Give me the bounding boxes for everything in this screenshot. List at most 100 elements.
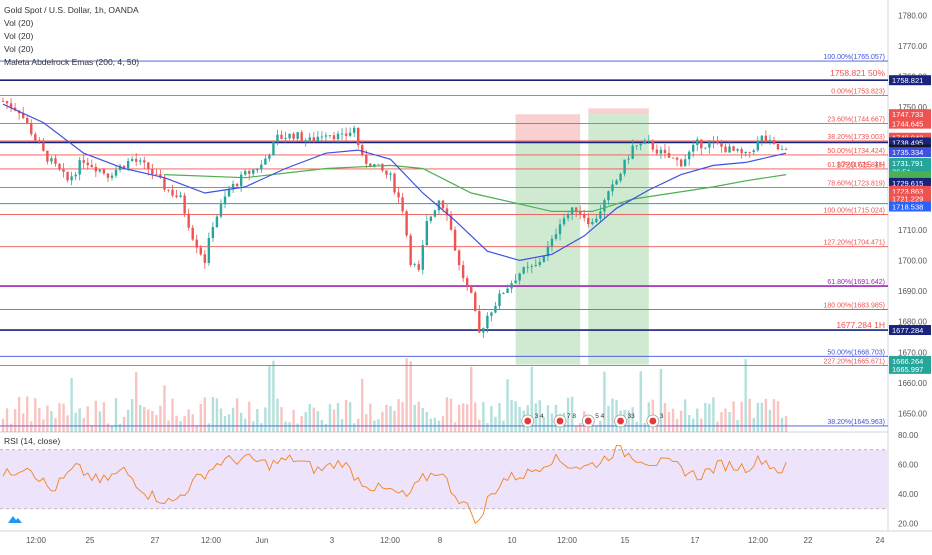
candle-body	[357, 127, 360, 146]
level-label: 23.60%(1744.667)	[827, 117, 885, 124]
volume-bar	[260, 423, 263, 432]
volume-bar	[183, 416, 186, 432]
candle-body	[46, 150, 49, 162]
candle-body	[514, 280, 517, 284]
candle-body	[603, 200, 606, 212]
indicator-vol-1[interactable]: Vol (20)	[4, 18, 34, 28]
volume-bar	[716, 421, 719, 432]
volume-bar	[453, 422, 457, 432]
volume-bar	[595, 425, 598, 432]
candle-body	[498, 293, 501, 307]
volume-bar	[139, 404, 142, 432]
volume-bar	[328, 404, 332, 432]
price-tag-text: 1729.615	[892, 179, 923, 188]
volume-bar	[772, 399, 776, 432]
volume-bar	[704, 402, 707, 432]
candle-body	[397, 192, 400, 198]
y-tick-label: 1680.00	[898, 318, 927, 327]
volume-bar	[151, 410, 154, 432]
candle-body	[163, 177, 166, 190]
candle-body	[393, 173, 396, 193]
candle-body	[599, 211, 602, 219]
volume-bar	[365, 414, 368, 432]
volume-bar	[13, 409, 17, 432]
y-tick-label: 1670.00	[898, 348, 927, 357]
volume-bar	[98, 411, 102, 432]
price-tag-text: 1718.538	[892, 203, 923, 212]
volume-bar	[538, 400, 542, 432]
symbol-title[interactable]: Gold Spot / U.S. Dollar, 1h, OANDA	[4, 5, 139, 15]
level-note: 1758.821 50%	[830, 68, 885, 78]
y-tick-label: 1700.00	[898, 256, 927, 265]
candle-body	[336, 133, 340, 140]
volume-bar	[9, 423, 13, 432]
volume-bar	[78, 408, 81, 432]
event-badge-flag	[649, 417, 657, 425]
candle-body	[219, 204, 223, 217]
tradingview-logo[interactable]	[7, 511, 23, 529]
candle-body	[675, 157, 679, 160]
indicator-emas[interactable]: Maleta Abdelrock Emas (200, 4, 50)	[4, 57, 140, 67]
candle-body	[667, 153, 671, 158]
price-tag	[889, 171, 931, 182]
candle-body	[365, 154, 368, 164]
candle-body	[712, 141, 715, 143]
candle-body	[377, 163, 380, 165]
volume-bar	[102, 402, 106, 432]
candle-body	[736, 149, 739, 151]
volume-bar	[570, 396, 574, 432]
indicator-vol-2[interactable]: Vol (20)	[4, 31, 34, 41]
volume-bar	[135, 372, 138, 432]
price-tag	[889, 325, 931, 336]
volume-bar	[86, 406, 89, 432]
volume-bar	[635, 421, 638, 432]
volume-bar	[195, 425, 198, 432]
volume-bar	[405, 358, 408, 432]
volume-bar	[498, 403, 501, 432]
rsi-legend[interactable]: RSI (14, close)	[4, 436, 61, 446]
candle-body	[118, 165, 122, 170]
event-badge-flag	[584, 417, 592, 425]
volume-bar	[607, 405, 610, 432]
level-label: 61.80%(1691.642)	[827, 279, 885, 286]
candle-body	[659, 149, 663, 154]
volume-bar	[421, 408, 424, 432]
candle-body	[34, 134, 37, 141]
candle-body	[579, 211, 582, 215]
event-badge-flag	[617, 417, 624, 425]
level-label: 38.20%(1645.963)	[827, 419, 885, 426]
volume-bar	[38, 407, 41, 432]
volume-bar	[377, 419, 380, 432]
candle-body	[510, 283, 513, 289]
volume-bar	[720, 412, 723, 432]
rsi-y-tick-label: 60.00	[898, 461, 919, 470]
chart-legend: Gold Spot / U.S. Dollar, 1h, OANDA Vol (…	[4, 4, 139, 69]
volume-bar	[46, 405, 49, 432]
candle-body	[655, 149, 659, 154]
candle-body	[175, 195, 178, 198]
candle-body	[191, 227, 194, 240]
volume-bar	[712, 397, 715, 432]
event-badge-count: 3	[660, 413, 664, 420]
volume-bar	[159, 405, 162, 432]
candle-body	[312, 137, 315, 141]
volume-bar	[579, 423, 582, 432]
indicator-vol-3[interactable]: Vol (20)	[4, 44, 34, 54]
y-tick-label: 1660.00	[898, 379, 927, 388]
candle-body	[155, 174, 158, 175]
x-tick-label: 25	[86, 536, 95, 545]
candle-body	[752, 150, 755, 153]
candle-body	[86, 162, 89, 166]
candle-body	[591, 222, 594, 224]
candle-body	[385, 170, 388, 175]
candle-body	[449, 215, 453, 230]
volume-bar	[110, 425, 114, 432]
price-tag	[889, 355, 931, 366]
candle-body	[320, 136, 324, 138]
price-tag	[889, 75, 931, 86]
y-tick-label: 1770.00	[898, 42, 927, 51]
level-label: 61.80%(1729.845)	[827, 162, 885, 169]
candle-body	[300, 132, 303, 142]
